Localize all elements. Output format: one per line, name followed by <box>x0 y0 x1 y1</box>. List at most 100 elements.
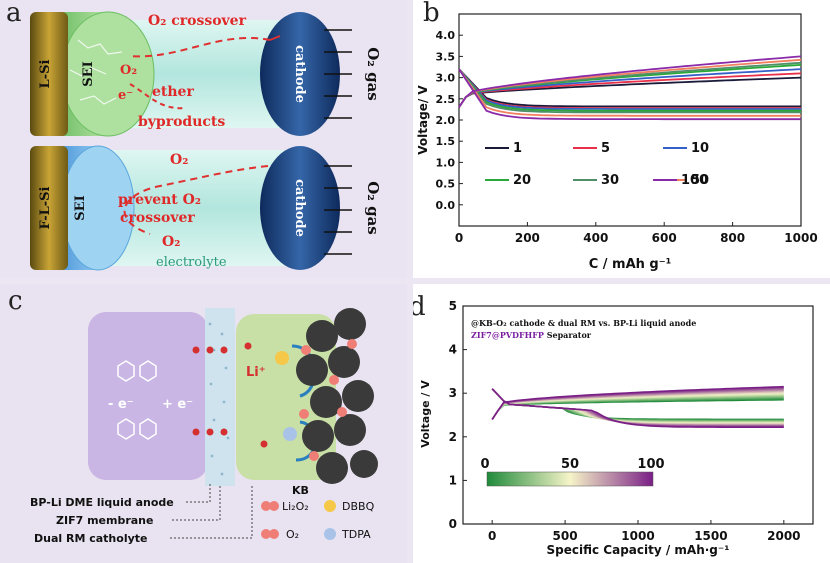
chart-b-ytick-5: 2.5 <box>436 93 456 106</box>
chart-b-discharge-line-10 <box>458 68 801 110</box>
panel-c-diagram: - e⁻ + e⁻ Li⁺ KB BP-Li DME liquid anode … <box>30 308 378 545</box>
chart-b-ytick-4: 2.0 <box>436 114 456 127</box>
chart-b-ytick-8: 4.0 <box>436 29 456 42</box>
panel-a-diagram: L-Si SEI cathode O₂ gas O₂ crossover O₂ … <box>30 11 382 271</box>
chart-d-ytick-2: 2 <box>449 430 457 444</box>
chart-b-ytick-7: 3.5 <box>436 50 456 63</box>
electrolyte-label: electrolyte <box>156 255 227 270</box>
chart-b-xtick-5: 1000 <box>784 231 817 245</box>
legend-o2: O₂ <box>286 528 299 541</box>
chart-b-charge-line-1 <box>458 76 802 108</box>
chart-d-separator-name: ZIF7@PVDFHFP <box>471 330 544 340</box>
chart-b-discharge-line-20 <box>458 68 801 112</box>
panel-c: c - e⁻ + e⁻ Li⁺ <box>0 284 407 563</box>
o2-crossover-label: O₂ crossover <box>148 13 247 29</box>
panel-a-label: a <box>6 0 22 28</box>
panel-b-label: b <box>423 0 440 28</box>
redox-left-label: - e⁻ <box>108 397 134 412</box>
chart-b-discharge-line-100 <box>458 68 801 121</box>
biphenyl-molecules <box>117 360 157 440</box>
chart-d-ytick-5: 5 <box>449 299 457 313</box>
chart-b-charge-line-5 <box>458 72 802 108</box>
chart-b-ytick-2: 1.0 <box>436 156 456 169</box>
top-anode <box>30 12 68 136</box>
bottom-gas-label: O₂ gas <box>364 181 382 235</box>
panel-a: a L-Si <box>0 0 407 278</box>
byproducts-label: byproducts <box>138 114 225 130</box>
colorbar-tick-0: 0 <box>480 457 489 472</box>
chart-b-legend-label-5: 5 <box>601 141 610 156</box>
chart-b-xtick-0: 0 <box>455 231 463 245</box>
chart-d-xlabel: Specific Capacity / mAh·g⁻¹ <box>547 543 730 557</box>
chart-b-charge-line-50 <box>458 58 802 108</box>
kb-label: KB <box>292 484 309 497</box>
panel-c-label: c <box>8 286 23 316</box>
chart-d-ytick-3: 3 <box>449 386 457 400</box>
chart-b-xtick-3: 600 <box>652 231 677 245</box>
chart-d-separator-word: Separator <box>544 330 592 340</box>
chart-d-charge-line-11 <box>491 385 784 420</box>
chart-b-discharge-line-30 <box>458 68 801 114</box>
chart-d-ylabel: Voltage / V <box>419 380 432 448</box>
ether-label: ether <box>152 84 194 100</box>
kb-carbon-spheres <box>296 308 378 484</box>
panel-d: d 0 500 1000 1500 2000 0 1 2 3 4 5 @KB-O₂ cathode … <box>413 284 830 563</box>
chart-d-xtick-3: 1500 <box>694 529 727 543</box>
bottom-gas-arrows <box>324 165 352 255</box>
chart-b-ytick-3: 1.5 <box>436 135 456 148</box>
bottom-cathode <box>260 146 340 270</box>
panel-d-label: d <box>413 292 426 322</box>
chart-b-xtick-4: 800 <box>720 231 745 245</box>
chart-d-annotation-line1: @KB-O₂ cathode & dual RM vs. BP-Li liqui… <box>471 318 696 328</box>
chart-d-xtick-2: 1000 <box>621 529 654 543</box>
colorbar-tick-50: 50 <box>561 457 579 472</box>
colorbar <box>486 471 654 487</box>
catholyte-description: Dual RM catholyte <box>34 532 147 545</box>
chart-b-ytick-0: 0.0 <box>436 199 456 212</box>
voltage-capacity-chart-b: 0 200 400 600 800 1000 0.0 0.5 1.0 1.5 2.0 2.5 3.0 3.… <box>416 13 818 272</box>
chart-b-xtick-2: 400 <box>583 231 608 245</box>
top-o2-label: O₂ <box>120 63 137 78</box>
chart-b-legend-label-20: 20 <box>513 173 531 188</box>
panel-b: b 0 200 400 600 800 1000 0.0 0.5 1.0 1.5 2.0 2.5 3.0… <box>413 0 830 278</box>
top-cathode-label: cathode <box>292 45 307 103</box>
bottom-o2-bottom-label: O₂ <box>162 234 180 250</box>
zif7-membrane <box>205 308 235 486</box>
legend-tdpa: TDPA <box>341 528 371 541</box>
chart-b-discharge-line-50 <box>458 68 801 117</box>
anode-compartment <box>88 312 208 480</box>
bottom-anode-label: F-L-Si <box>38 186 53 229</box>
chart-b-xlabel: C / mAh g⁻¹ <box>589 257 672 272</box>
chart-d-xtick-4: 2000 <box>767 529 800 543</box>
top-electron-label: e⁻ <box>118 88 133 103</box>
chart-d-ytick-1: 1 <box>449 473 457 487</box>
bottom-cell: F-L-Si SEI cathode O₂ gas O₂ prevent O₂ … <box>30 145 382 271</box>
li-plus-label: Li⁺ <box>246 365 266 380</box>
chart-b-charge-line-100 <box>458 55 802 108</box>
chart-d-annotation-line2: ZIF7@PVDFHFP Separator <box>471 330 592 340</box>
chart-b-ytick-1: 0.5 <box>436 178 456 191</box>
chart-d-xtick-0: 0 <box>488 529 496 543</box>
bottom-cathode-label: cathode <box>292 179 307 237</box>
chart-d-discharge-line-11 <box>491 388 784 428</box>
bottom-sei-label: SEI <box>73 195 88 220</box>
top-sei-label: SEI <box>81 61 96 86</box>
membrane-description: ZIF7 membrane <box>56 514 153 527</box>
chart-d-ytick-4: 4 <box>449 343 457 357</box>
top-gas-label: O₂ gas <box>364 47 382 101</box>
prevent-line2: crossover <box>120 210 195 226</box>
chart-d-ytick-0: 0 <box>449 517 457 531</box>
chart-b-legend-label-10: 10 <box>691 141 709 156</box>
chart-b-legend-label-30: 30 <box>601 173 619 188</box>
chart-b-legend-label-100: 100 <box>681 173 708 188</box>
top-cell: L-Si SEI cathode O₂ gas O₂ crossover O₂ … <box>30 11 382 137</box>
chart-b-ylabel: Voltage/ V <box>416 85 430 155</box>
bottom-anode <box>30 146 68 270</box>
top-anode-label: L-Si <box>38 60 53 89</box>
prevent-line1: prevent O₂ <box>118 192 201 208</box>
bottom-o2-top-label: O₂ <box>170 152 188 168</box>
anode-description: BP-Li DME liquid anode <box>30 496 174 509</box>
top-cathode <box>260 12 340 136</box>
legend-dbbq: DBBQ <box>342 500 375 513</box>
panel-c-legend: Li₂O₂ DBBQ O₂ TDPA <box>261 500 375 541</box>
